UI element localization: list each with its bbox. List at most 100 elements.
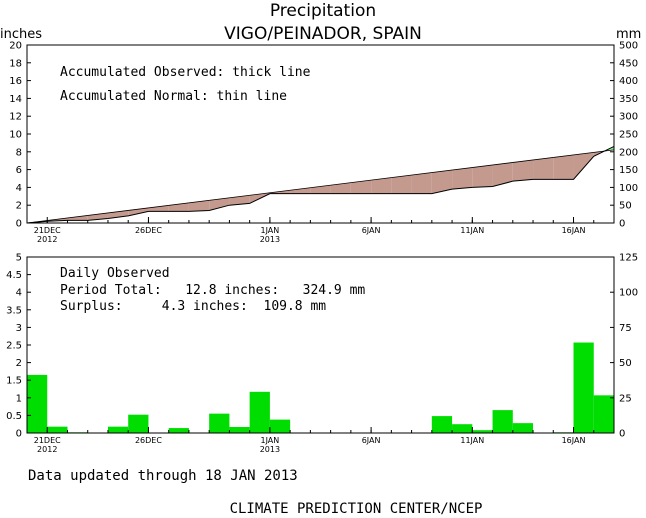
x-tick-sublabel: 2013: [260, 235, 280, 244]
right-unit-label: mm: [616, 27, 641, 42]
x-tick-sublabel: 2013: [260, 445, 280, 454]
deficit-area: [452, 167, 473, 190]
deficit-area: [492, 162, 513, 187]
accumulated-normal-line: [26, 149, 615, 224]
daily-bars: [27, 342, 614, 433]
y2-tick-label: 0: [619, 429, 625, 440]
footer-credit: CLIMATE PREDICTION CENTER/NCEP: [230, 501, 483, 517]
deficit-area: [553, 154, 574, 180]
deficit-area: [431, 170, 453, 194]
y2-tick-label: 400: [619, 76, 638, 87]
daily-bar: [168, 428, 189, 433]
daily-bar: [209, 413, 230, 433]
data-updated-note: Data updated through 18 JAN 2013: [28, 468, 298, 484]
x-tick-label: 1JAN: [261, 226, 280, 235]
y2-tick-label: 100: [619, 288, 638, 299]
y2-tick-label: 350: [619, 94, 638, 105]
daily-bar: [229, 427, 250, 433]
y-tick-label: 4.5: [6, 270, 22, 281]
y-tick-label: 14: [9, 94, 22, 105]
y2-tick-label: 0: [619, 219, 625, 230]
y2-tick-label: 200: [619, 147, 638, 158]
y-tick-label: 2: [16, 201, 22, 212]
y-tick-label: 2: [16, 358, 22, 369]
x-tick-label: 16JAN: [562, 436, 586, 445]
x-tick-sublabel: 2012: [37, 235, 57, 244]
y2-tick-label: 250: [619, 130, 638, 141]
deficit-area: [350, 180, 372, 194]
deficit-area: [411, 172, 432, 194]
daily-bar: [27, 374, 48, 433]
daily-bar: [128, 414, 149, 433]
deficit-area: [512, 159, 534, 182]
deficit-area: [573, 152, 594, 180]
accumulated-observed-line: [26, 146, 615, 224]
y2-tick-label: 150: [619, 165, 638, 176]
x-tick-label: 11JAN: [460, 436, 484, 445]
x-tick-label: 11JAN: [460, 226, 484, 235]
deficit-area: [472, 165, 493, 188]
left-unit-label: inches: [0, 27, 42, 42]
legend-observed: Accumulated Observed: thick line: [60, 65, 311, 80]
daily-bar: [249, 391, 270, 433]
y-tick-label: 1.5: [6, 376, 22, 387]
y2-tick-label: 125: [619, 253, 638, 264]
surplus-total: Surplus: 4.3 inches: 109.8 mm: [60, 299, 326, 314]
deficit-area: [330, 182, 351, 194]
y-tick-label: 12: [9, 112, 22, 123]
y-tick-label: 5: [16, 253, 22, 264]
daily-bar: [573, 342, 594, 433]
y-tick-label: 3.5: [6, 305, 22, 316]
y-tick-label: 0.5: [6, 411, 22, 422]
y-tick-label: 16: [9, 76, 22, 87]
y2-tick-label: 50: [619, 201, 632, 212]
y2-tick-label: 100: [619, 183, 638, 194]
y-tick-label: 0: [16, 219, 22, 230]
deficit-area: [67, 215, 88, 221]
deficit-area: [290, 187, 311, 194]
daily-bar: [472, 430, 493, 433]
chart-title: Precipitation: [270, 1, 376, 21]
y2-tick-label: 75: [619, 323, 632, 334]
daily-bar: [452, 424, 473, 433]
daily-bar: [47, 426, 68, 433]
y-tick-label: 6: [16, 165, 22, 176]
accumulated-panel: 0246810121416182005010015020025030035040…: [9, 41, 638, 245]
y2-tick-label: 50: [619, 358, 632, 369]
deficit-area: [87, 212, 108, 221]
y-tick-label: 3: [16, 323, 22, 334]
y-tick-label: 4: [16, 288, 22, 299]
y-tick-label: 1: [16, 393, 22, 404]
period-total: Period Total: 12.8 inches: 324.9 mm: [60, 283, 365, 298]
x-tick-label: 6JAN: [362, 226, 381, 235]
accumulated-fills: [27, 146, 614, 223]
deficit-area: [188, 200, 210, 212]
y-tick-label: 0: [16, 429, 22, 440]
y2-tick-label: 450: [619, 58, 638, 69]
daily-bar: [492, 410, 513, 433]
deficit-area: [371, 177, 392, 194]
daily-bar: [269, 419, 291, 433]
legend-normal: Accumulated Normal: thin line: [60, 89, 287, 104]
y2-tick-label: 300: [619, 112, 638, 123]
deficit-area: [209, 197, 230, 211]
accumulated-axis-ticks: 0246810121416182005010015020025030035040…: [9, 41, 638, 245]
x-tick-label: 21DEC: [34, 226, 61, 235]
deficit-area: [533, 157, 554, 180]
y-tick-label: 8: [16, 147, 22, 158]
y2-tick-label: 25: [619, 393, 632, 404]
daily-bar: [593, 395, 614, 433]
x-tick-label: 6JAN: [362, 436, 381, 445]
daily-bar: [431, 416, 453, 433]
y2-tick-label: 500: [619, 41, 638, 52]
x-tick-sublabel: 2012: [37, 445, 57, 454]
daily-bar: [512, 423, 534, 433]
daily-bar: [107, 426, 129, 433]
daily-axis-ticks: 00.511.522.533.544.55025507510012521DEC2…: [6, 253, 638, 455]
y-tick-label: 4: [16, 183, 22, 194]
x-tick-label: 1JAN: [261, 436, 280, 445]
daily-panel: 00.511.522.533.544.55025507510012521DEC2…: [6, 253, 638, 455]
deficit-area: [148, 205, 169, 212]
x-tick-label: 26DEC: [135, 436, 162, 445]
